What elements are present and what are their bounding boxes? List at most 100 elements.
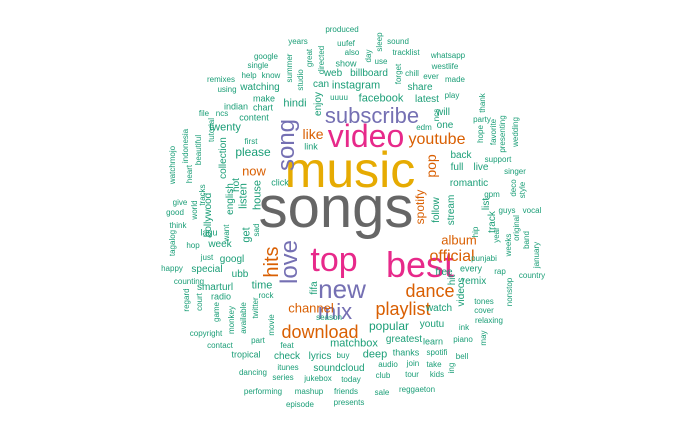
word-tracks: tracks bbox=[198, 184, 207, 206]
word-back: back bbox=[450, 150, 472, 161]
word-song: song bbox=[273, 118, 300, 172]
word-subscribe: subscribe bbox=[324, 103, 420, 128]
word-movie: movie bbox=[267, 314, 276, 336]
word-indian: indian bbox=[223, 101, 249, 112]
word-hits: hits bbox=[261, 246, 283, 278]
word-nonstop: nonstop bbox=[505, 277, 514, 307]
word-top: top bbox=[310, 241, 358, 279]
word-web: web bbox=[323, 68, 343, 79]
word-indonesia: indonesia bbox=[181, 128, 190, 164]
word-favorite: favorite bbox=[489, 118, 498, 146]
word-tour: tour bbox=[405, 370, 419, 379]
word-sad: sad bbox=[252, 223, 261, 237]
word-ever: ever bbox=[423, 72, 439, 81]
word-greatest: greatest bbox=[385, 334, 423, 345]
word-just: just bbox=[200, 253, 214, 262]
word-heart: heart bbox=[185, 164, 194, 184]
word-videos: videos bbox=[456, 277, 467, 307]
word-part: part bbox=[251, 336, 265, 345]
word-play: play bbox=[444, 91, 460, 100]
word-mix: mix bbox=[317, 299, 353, 324]
word-regard: regard bbox=[182, 288, 191, 312]
word-ncs: ncs bbox=[215, 109, 229, 118]
word-give: give bbox=[172, 198, 188, 207]
word-full: full bbox=[450, 162, 464, 173]
word-game: game bbox=[212, 301, 221, 323]
word-year: year bbox=[492, 227, 501, 243]
word-thank: thank bbox=[478, 93, 487, 113]
word-billboard: billboard bbox=[350, 68, 388, 79]
word-latest: latest bbox=[415, 94, 439, 105]
word-please: please bbox=[235, 145, 271, 159]
word-download: download bbox=[281, 322, 359, 342]
word-ing: ing bbox=[447, 362, 456, 374]
word-uuuu: uuuu bbox=[330, 93, 348, 102]
word-episode: episode bbox=[285, 400, 315, 409]
word-deco: deco bbox=[509, 179, 518, 197]
word-ubb: ubb bbox=[231, 269, 249, 280]
word-content: content bbox=[239, 112, 269, 123]
word-remixes: remixes bbox=[206, 75, 236, 84]
word-club: club bbox=[375, 371, 391, 380]
word-january: january bbox=[532, 241, 541, 269]
word-chill: chill bbox=[405, 69, 419, 78]
word-counting: counting bbox=[173, 277, 205, 286]
word-watch: watch bbox=[425, 303, 453, 314]
word-use: use bbox=[374, 57, 388, 66]
word-relaxing: relaxing bbox=[474, 316, 504, 325]
word-copyright: copyright bbox=[189, 329, 223, 338]
word-check: check bbox=[273, 351, 301, 362]
word-gpm: gpm bbox=[484, 190, 500, 199]
word-album: album bbox=[441, 232, 477, 248]
word-sale: sale bbox=[374, 388, 390, 397]
word-like: like bbox=[302, 126, 324, 142]
word-channel: channel bbox=[288, 300, 334, 316]
word-summer: summer bbox=[285, 53, 294, 83]
word-hot: hot bbox=[231, 178, 242, 192]
word-want: want bbox=[222, 224, 231, 242]
word-day: day bbox=[364, 49, 373, 63]
word-ink: ink bbox=[458, 323, 470, 332]
word-made: made bbox=[444, 75, 466, 84]
word-audio: audio bbox=[378, 360, 398, 369]
word-monkey: monkey bbox=[227, 305, 236, 335]
word-edm: edm bbox=[416, 123, 432, 132]
word-hope: hope bbox=[476, 125, 485, 143]
word-whatsapp: whatsapp bbox=[430, 51, 466, 60]
word-presenting: presenting bbox=[498, 115, 507, 153]
word-uufef: uufef bbox=[337, 39, 355, 48]
word-learn: learn bbox=[422, 336, 444, 347]
word-westlife: westlife bbox=[431, 62, 459, 71]
word-world: world bbox=[190, 200, 199, 220]
word-good: good bbox=[166, 208, 184, 217]
word-songs: songs bbox=[258, 175, 414, 240]
word-guys: guys bbox=[498, 206, 516, 215]
word-list: list bbox=[481, 197, 492, 211]
word-every: every bbox=[459, 263, 483, 274]
word-help: help bbox=[241, 71, 257, 80]
word-stream: stream bbox=[446, 194, 457, 226]
word-vocal: vocal bbox=[522, 206, 542, 215]
word-punjabi: punjabi bbox=[471, 254, 497, 263]
word-buy: buy bbox=[336, 351, 350, 360]
word-file: file bbox=[198, 109, 210, 118]
word-google: google bbox=[253, 52, 279, 61]
word-country: country bbox=[518, 271, 546, 280]
word-today: today bbox=[341, 375, 361, 384]
word-dance: dance bbox=[405, 281, 455, 301]
word-instagram: instagram bbox=[331, 79, 381, 92]
word-great: great bbox=[305, 48, 314, 68]
word-think: think bbox=[169, 221, 187, 230]
word-friends: friends bbox=[333, 387, 359, 396]
word-cover: cover bbox=[474, 306, 494, 315]
word-link: link bbox=[304, 141, 318, 152]
word-feat: feat bbox=[280, 341, 294, 350]
word-court: court bbox=[195, 293, 204, 311]
word-fifa: fifa bbox=[309, 281, 320, 295]
word-directed: directed bbox=[317, 45, 326, 75]
word-matchbox: matchbox bbox=[330, 337, 378, 350]
word-jukebox: jukebox bbox=[304, 374, 332, 383]
word-happy: happy bbox=[161, 264, 183, 273]
word-beautiful: beautiful bbox=[194, 134, 203, 166]
